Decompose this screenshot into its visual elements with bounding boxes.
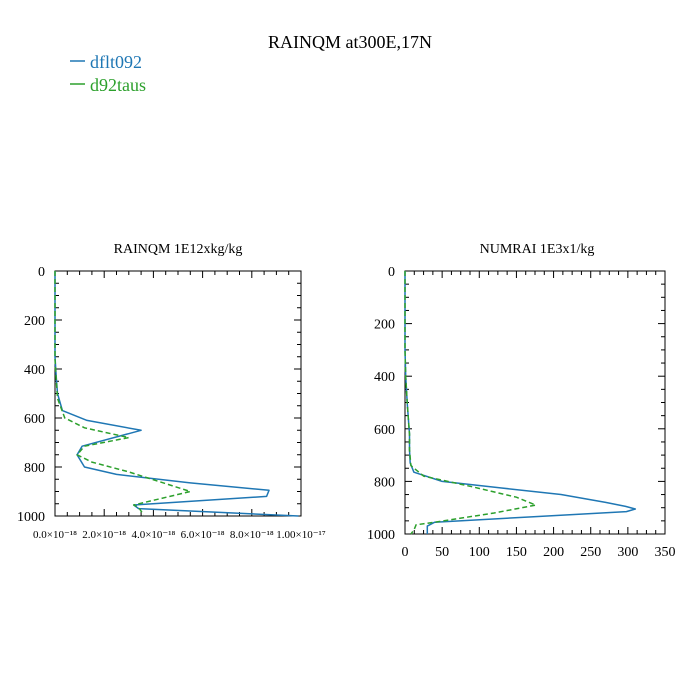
series-line-d92taus: [54, 271, 192, 516]
x-tick-label: 200: [543, 545, 564, 560]
x-tick-label: 2.0×10⁻¹⁸: [82, 529, 126, 541]
chart-panel-rainqm: RAINQM 1E12xkg/kg 0 200 400 600 800 1000 0.0×1…: [17, 242, 326, 541]
x-tick-label: 50: [435, 545, 449, 560]
y-tick-label: 600: [374, 423, 395, 438]
x-tick-label: 8.0×10⁻¹⁸: [230, 529, 274, 541]
x-tick-label: 250: [580, 545, 601, 560]
x-tick-label: 150: [506, 545, 527, 560]
y-tick-label: 1000: [367, 528, 395, 543]
x-tick-label: 0: [402, 545, 409, 560]
legend-item: d92taus: [70, 75, 146, 95]
x-tick-label: 4.0×10⁻¹⁸: [131, 529, 175, 541]
x-tick-label: 0.0×10⁻¹⁸: [33, 529, 77, 541]
x-tick-label: 350: [655, 545, 676, 560]
x-tick-label: 6.0×10⁻¹⁸: [181, 529, 225, 541]
y-tick-label: 400: [24, 363, 45, 378]
panel-title: RAINQM 1E12xkg/kg: [114, 242, 243, 257]
y-tick-label: 800: [374, 475, 395, 490]
legend-item: dflt092: [70, 52, 142, 72]
x-tick-label: 100: [469, 545, 490, 560]
x-tick-label: 1.00×10⁻¹⁷: [276, 529, 326, 541]
y-tick-label: 800: [24, 461, 45, 476]
plot-frame: [54, 270, 302, 517]
y-tick-label: 1000: [17, 510, 45, 525]
chart-panel-numrai: NUMRAI 1E3x1/kg 0 200 400 600 800 1000 0 50 100 1…: [367, 242, 676, 560]
figure-title: RAINQM at300E,17N: [268, 32, 432, 52]
series-line-dflt092: [404, 271, 637, 534]
y-tick-label: 0: [38, 265, 45, 280]
y-tick-label: 400: [374, 370, 395, 385]
series-line-d92taus: [404, 271, 537, 535]
legend-label: d92taus: [90, 75, 146, 95]
y-tick-label: 600: [24, 412, 45, 427]
y-tick-label: 200: [24, 314, 45, 329]
series-line-dflt092: [54, 271, 299, 517]
plot-frame: [404, 270, 666, 535]
legend-label: dflt092: [90, 52, 142, 72]
x-tick-label: 300: [617, 545, 638, 560]
legend: dflt092 d92taus: [70, 52, 146, 95]
panel-title: NUMRAI 1E3x1/kg: [480, 242, 595, 257]
y-tick-label: 0: [388, 265, 395, 280]
y-tick-label: 200: [374, 318, 395, 333]
